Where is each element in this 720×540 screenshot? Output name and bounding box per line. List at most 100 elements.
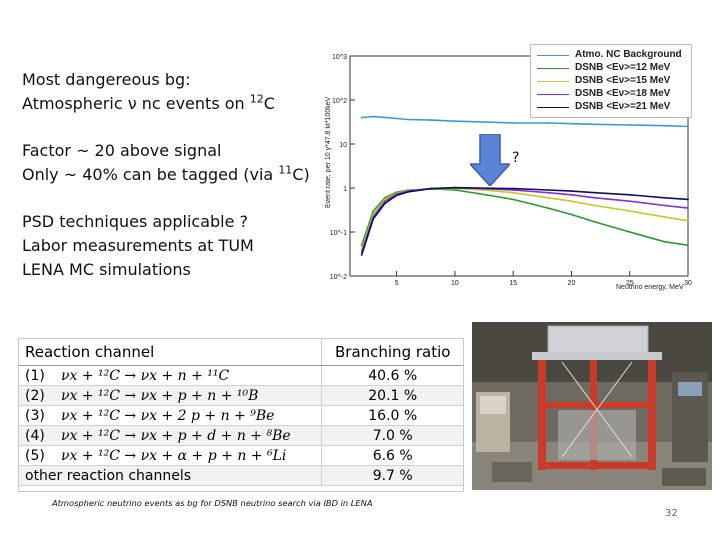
data-point	[547, 207, 550, 209]
data-point	[453, 120, 456, 123]
data-point	[628, 124, 631, 126]
legend-entry: Atmo. NC Background	[537, 49, 687, 61]
text-line-6: Labor measurements at TUM	[22, 236, 254, 255]
data-point	[407, 118, 410, 121]
data-point	[384, 200, 386, 203]
x-tick-label: 25	[626, 280, 634, 287]
row-other-ratio: 9.7 %	[321, 465, 463, 486]
legend-entry: DSNB <Eν>=18 MeV	[537, 88, 687, 100]
legend-entry: DSNB <Eν>=15 MeV	[537, 75, 687, 87]
header-reaction-channel: Reaction channel	[19, 339, 322, 366]
row-index: (3)	[19, 405, 55, 426]
legend-swatch	[537, 68, 569, 69]
data-point	[395, 117, 398, 120]
data-point	[372, 213, 375, 216]
data-point	[512, 198, 515, 201]
data-point	[628, 210, 631, 212]
legend-label: DSNB <Eν>=15 MeV	[575, 75, 671, 86]
legend-label: Atmo. NC Background	[575, 49, 682, 60]
row-ratio: 7.0 %	[321, 425, 463, 446]
data-point	[512, 191, 515, 194]
y-tick-label: 10^3	[332, 54, 347, 61]
data-point	[384, 198, 386, 201]
data-point	[547, 196, 550, 199]
legend-swatch	[537, 94, 569, 95]
data-point	[663, 124, 666, 127]
data-point	[628, 193, 631, 196]
x-axis-label: Neutrino energy, MeV	[616, 284, 684, 291]
y-tick-label: 10	[339, 142, 347, 149]
x-tick-label: 5	[395, 280, 399, 287]
legend-swatch	[537, 81, 569, 82]
data-point	[512, 189, 515, 191]
row-ratio: 6.6 %	[321, 445, 463, 466]
row-reaction: νx + ¹²C → νx + 2 p + n + ⁹Be	[55, 405, 322, 426]
reaction-table: Reaction channel Branching ratio (1) νx …	[18, 338, 464, 492]
data-point	[593, 123, 596, 126]
text-line-5: PSD techniques applicable ?	[22, 212, 249, 231]
data-point	[628, 200, 631, 203]
x-tick-label: 15	[509, 280, 517, 287]
data-point	[593, 204, 596, 207]
legend-swatch	[537, 107, 569, 108]
x-tick-label: 10	[451, 280, 459, 287]
text-line-7: LENA MC simulations	[22, 260, 191, 279]
row-index: (5)	[19, 445, 55, 466]
data-point	[687, 207, 689, 209]
data-point	[663, 240, 666, 243]
legend-entry: DSNB <Eν>=12 MeV	[537, 62, 687, 74]
data-point	[663, 216, 666, 218]
data-point	[570, 200, 573, 203]
row-reaction: νx + ¹²C → νx + p + d + n + ⁸Be	[55, 425, 322, 446]
data-point	[663, 204, 666, 207]
legend-label: DSNB <Eν>=21 MeV	[575, 101, 671, 112]
question-mark: ?	[512, 150, 520, 166]
data-point	[453, 186, 456, 189]
lab-setup-photo	[472, 322, 712, 490]
x-tick-label: 20	[568, 280, 576, 287]
plot-area	[349, 55, 689, 277]
data-point	[547, 189, 550, 191]
data-point	[477, 192, 480, 195]
data-point	[477, 187, 480, 189]
data-point	[512, 122, 515, 124]
data-point	[384, 116, 386, 119]
row-reaction: νx + ¹²C → νx + p + n + ¹⁰B	[55, 385, 322, 406]
chart-legend: Atmo. NC Background DSNB <Eν>=12 MeV DSNB …	[530, 44, 692, 118]
legend-label: DSNB <Eν>=18 MeV	[575, 88, 671, 99]
legend-label: DSNB <Eν>=12 MeV	[575, 62, 671, 73]
row-ratio: 40.6 %	[321, 365, 463, 386]
row-index: (1)	[19, 365, 55, 386]
data-point	[360, 244, 363, 247]
table-row: (3) νx + ¹²C → νx + 2 p + n + ⁹Be 16.0 %	[19, 405, 463, 426]
legend-entry: DSNB <Eν>=21 MeV	[537, 101, 687, 113]
y-tick-label: 10^-2	[330, 274, 347, 281]
data-point	[687, 198, 689, 201]
row-index: (4)	[19, 425, 55, 446]
data-point	[570, 213, 573, 216]
x-tick-label: 30	[684, 280, 692, 287]
row-other-label: other reaction channels	[19, 465, 322, 486]
data-point	[430, 187, 433, 190]
text-line-2: Atmospheric ν nc events on 12C	[22, 92, 275, 113]
data-point	[372, 217, 375, 220]
data-point	[570, 193, 573, 196]
data-point	[360, 116, 363, 119]
row-ratio: 20.1 %	[321, 385, 463, 406]
figure-caption: Atmospheric neutrino events as bg for DS…	[52, 498, 373, 508]
data-point	[372, 210, 375, 212]
row-index: (2)	[19, 385, 55, 406]
header-branching-ratio: Branching ratio	[321, 339, 463, 366]
y-axis-label: Event rate, per 10 y*47.8 kt*100keV	[325, 96, 332, 208]
data-point	[384, 202, 386, 205]
data-point	[663, 196, 666, 199]
data-point	[570, 122, 573, 125]
legend-swatch	[537, 55, 569, 56]
data-point	[547, 122, 550, 124]
y-tick-label: 1	[343, 186, 347, 193]
text-line-1: Most dangereous bg:	[22, 70, 191, 89]
table-row: other reaction channels 9.7 %	[19, 465, 463, 486]
data-point	[547, 191, 550, 194]
row-reaction: νx + ¹²C → νx + α + p + n + ⁶Li	[55, 445, 322, 466]
data-point	[687, 125, 689, 128]
